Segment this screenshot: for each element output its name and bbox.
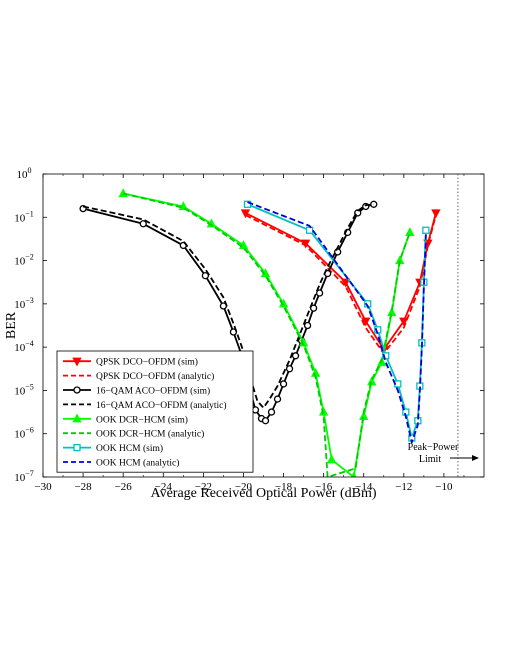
legend-label: 16−QAM ACO−OFDM (sim) xyxy=(96,386,210,397)
data-point xyxy=(315,289,324,297)
x-axis-label: Average Received Optical Power (dBm) xyxy=(151,486,377,501)
tick-layer: −30 −28 −26 −24 −22 −20 −18 −16 −14 −12 −10 100 10−1… xyxy=(14,166,484,493)
data-point xyxy=(303,321,312,330)
data-point xyxy=(309,304,318,312)
x-tick-label: −30 xyxy=(34,481,52,493)
y-tick-label: 100 xyxy=(17,166,32,181)
legend: QPSK DCO−OFDM (sim) QPSK DCO−OFDM (analyt… xyxy=(56,350,254,473)
data-point xyxy=(261,417,270,425)
x-tick-label: −16 xyxy=(315,481,333,493)
data-point xyxy=(405,227,415,237)
data-point xyxy=(305,226,314,234)
series-line xyxy=(247,201,427,444)
plot-area xyxy=(79,188,441,477)
data-point xyxy=(279,380,288,388)
x-tick-label: −12 xyxy=(395,481,412,493)
series-3 xyxy=(79,200,378,425)
data-point xyxy=(431,209,441,219)
legend-label: 16−QAM ACO−OFDM (analytic) xyxy=(96,400,227,411)
arrow-head xyxy=(472,455,479,461)
data-point xyxy=(229,328,238,336)
x-tick-label: −20 xyxy=(235,481,253,493)
data-point xyxy=(240,209,251,219)
series-line xyxy=(247,203,427,439)
data-point xyxy=(350,471,357,477)
data-point xyxy=(118,188,128,198)
data-point xyxy=(399,317,409,327)
x-tick-label: −28 xyxy=(74,481,92,493)
data-point xyxy=(73,443,81,452)
legend-entry-3: 16−QAM ACO−OFDM (sim) xyxy=(63,386,210,397)
data-point xyxy=(291,352,300,360)
y-tick-label: 10−3 xyxy=(14,296,34,311)
data-point xyxy=(326,454,337,464)
legend-entry-5: OOK DCR−HCM (sim) xyxy=(63,413,188,425)
legend-box xyxy=(56,350,254,473)
y-tick-label: 10−6 xyxy=(14,426,34,441)
data-point xyxy=(73,386,81,394)
legend-label: QPSK DCO−OFDM (analytic) xyxy=(96,371,214,382)
legend-entry-4: 16−QAM ACO−OFDM (analytic) xyxy=(63,400,227,411)
y-tick-label: 10−1 xyxy=(14,209,34,224)
x-tick-label: −24 xyxy=(155,481,173,493)
peak-power-arrow-icon xyxy=(450,455,479,461)
legend-label: OOK HCM (analytic) xyxy=(96,458,179,469)
x-tick-label: −22 xyxy=(195,481,212,493)
y-tick-label: 10−4 xyxy=(14,339,34,354)
series-8 xyxy=(247,201,427,444)
y-tick-label: 10−2 xyxy=(14,253,34,268)
legend-entry-7: OOK HCM (sim) xyxy=(63,443,163,454)
data-point xyxy=(72,413,82,423)
series-6 xyxy=(122,192,411,477)
x-tick-label: −18 xyxy=(275,481,293,493)
data-point xyxy=(341,278,351,288)
legend-entry-8: OOK HCM (analytic) xyxy=(63,458,179,469)
data-point xyxy=(359,411,369,421)
data-point xyxy=(139,220,147,228)
legend-entry-6: OOK DCR−HCM (analytic) xyxy=(63,429,204,440)
data-point xyxy=(273,395,282,403)
series-line xyxy=(122,192,411,477)
legend-label: QPSK DCO−OFDM (sim) xyxy=(96,357,198,368)
data-point xyxy=(285,365,294,373)
y-tick-label: 10−7 xyxy=(14,469,34,484)
legend-label: OOK HCM (sim) xyxy=(96,443,163,454)
series-line xyxy=(82,203,375,422)
data-point xyxy=(243,200,252,208)
series-line xyxy=(82,203,374,409)
x-tick-label: −14 xyxy=(355,481,373,493)
data-point xyxy=(382,352,390,360)
legend-label: OOK DCR−HCM (sim) xyxy=(96,414,188,425)
data-point xyxy=(267,408,276,416)
data-point xyxy=(201,272,210,280)
data-point xyxy=(318,406,329,416)
peak-power-annotation-line2: Limit xyxy=(419,454,441,465)
data-point xyxy=(387,307,397,317)
x-tick-label: −10 xyxy=(435,481,453,493)
data-point xyxy=(367,376,377,386)
series-4 xyxy=(82,203,374,409)
series-layer xyxy=(79,188,441,477)
y-axis-label: BER xyxy=(4,311,19,339)
legend-entry-2: QPSK DCO−OFDM (analytic) xyxy=(63,371,214,382)
legend-label: OOK DCR−HCM (analytic) xyxy=(96,429,204,440)
x-tick-label: −26 xyxy=(115,481,133,493)
data-point xyxy=(422,226,430,234)
y-tick-label: 10−5 xyxy=(14,382,34,397)
legend-entry-1: QPSK DCO−OFDM (sim) xyxy=(63,357,198,368)
data-point xyxy=(72,357,82,367)
peak-power-annotation-line1: Peak−Power xyxy=(408,442,459,453)
